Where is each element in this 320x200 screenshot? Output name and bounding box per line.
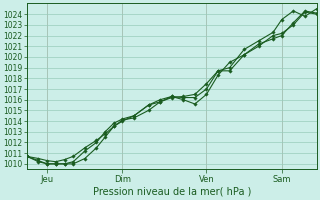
- X-axis label: Pression niveau de la mer( hPa ): Pression niveau de la mer( hPa ): [92, 187, 251, 197]
